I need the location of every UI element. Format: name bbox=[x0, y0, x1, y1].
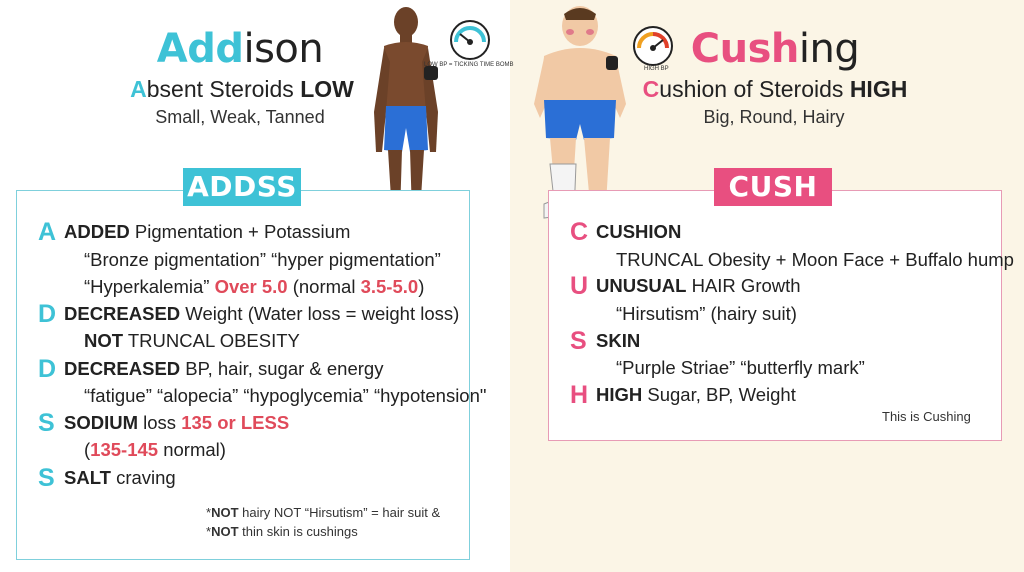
addss-letter-d2: D bbox=[38, 355, 57, 383]
addss-row-added: ADDED Pigmentation + Potassium bbox=[64, 220, 350, 244]
addss-letter-d1: D bbox=[38, 300, 57, 328]
cushing-subtitle-letter: C bbox=[642, 76, 660, 102]
addss-letter-a: A bbox=[38, 218, 57, 246]
addss-row-hyperkalemia: “Hyperkalemia” Over 5.0 (normal 3.5-5.0) bbox=[84, 275, 424, 299]
addison-subtitle-bold: LOW bbox=[300, 76, 354, 102]
note-bold: NOT bbox=[211, 505, 239, 520]
note-text: * bbox=[206, 524, 212, 539]
row-red-value: Over 5.0 bbox=[214, 276, 288, 297]
row-text: Sugar, BP, Weight bbox=[642, 384, 796, 405]
row-text: ) bbox=[418, 276, 425, 297]
cush-box bbox=[548, 190, 1002, 441]
row-text: loss bbox=[138, 412, 182, 433]
addss-label: ADDSS bbox=[183, 168, 301, 206]
cush-row-hirsutism: “Hirsutism” (hairy suit) bbox=[616, 303, 797, 324]
cush-row-high: HIGH Sugar, BP, Weight bbox=[596, 383, 796, 407]
row-bold: DECREASED bbox=[64, 303, 181, 324]
row-bold: HIGH bbox=[596, 384, 643, 405]
row-text: BP, hair, sugar & energy bbox=[180, 358, 384, 379]
cushing-subtitle-bold: HIGH bbox=[849, 76, 908, 102]
cushing-title-highlight: Cush bbox=[690, 26, 800, 72]
note-text: * bbox=[206, 505, 212, 520]
cush-letter-u: U bbox=[570, 272, 589, 300]
row-text: normal) bbox=[158, 439, 226, 460]
row-bold: ADDED bbox=[64, 221, 130, 242]
row-bold: CUSHION bbox=[596, 221, 682, 242]
addss-note-2: *NOT thin skin is cushings bbox=[206, 524, 358, 539]
row-red-value: 3.5-5.0 bbox=[360, 276, 419, 297]
row-text: Pigmentation + Potassium bbox=[129, 221, 351, 242]
row-text: TRUNCAL OBESITY bbox=[123, 330, 300, 351]
row-bold: DECREASED bbox=[64, 358, 181, 379]
addss-row-decreased-bp: DECREASED BP, hair, sugar & energy bbox=[64, 357, 383, 381]
cush-label: CUSH bbox=[714, 168, 832, 206]
cushing-subtitle-text: ushion of Steroids bbox=[659, 76, 850, 102]
addison-subtitle: Absent Steroids LOW bbox=[122, 76, 362, 103]
addss-row-sodium-normal: (135-145 normal) bbox=[84, 438, 226, 462]
cush-letter-h: H bbox=[570, 381, 589, 409]
cush-row-truncal: TRUNCAL Obesity + Moon Face + Buffalo hu… bbox=[616, 249, 1014, 270]
cush-footnote: This is Cushing bbox=[882, 409, 971, 424]
note-text: hairy NOT “Hirsutism” = hair suit & bbox=[238, 505, 441, 520]
addss-row-sodium: SODIUM loss 135 or LESS bbox=[64, 411, 289, 435]
row-red-value: 135-145 bbox=[90, 439, 159, 460]
cushing-title: Cushing bbox=[690, 26, 860, 72]
addison-tagline: Small, Weak, Tanned bbox=[155, 107, 325, 127]
addss-row-salt: SALT craving bbox=[64, 466, 176, 490]
row-bold: SODIUM bbox=[64, 412, 138, 433]
addison-title-rest: ison bbox=[243, 26, 324, 72]
cush-row-cushion: CUSHION bbox=[596, 220, 681, 244]
cush-row-striae: “Purple Striae” “butterfly mark” bbox=[616, 357, 865, 378]
row-text: “Hyperkalemia” bbox=[84, 276, 215, 297]
row-text: HAIR Growth bbox=[686, 275, 801, 296]
addison-gauge-caption: LOW BP = TICKING TIME BOMB bbox=[424, 62, 514, 68]
addison-subtitle-text: bsent Steroids bbox=[146, 76, 301, 102]
addss-note-1: *NOT hairy NOT “Hirsutism” = hair suit & bbox=[206, 505, 440, 520]
addss-letter-s1: S bbox=[38, 409, 55, 437]
cush-letter-s: S bbox=[570, 327, 587, 355]
row-red-value: 135 or LESS bbox=[181, 412, 290, 433]
addss-row-decreased-weight: DECREASED Weight (Water loss = weight lo… bbox=[64, 302, 459, 326]
cushing-title-rest: ing bbox=[798, 26, 860, 72]
cush-row-skin: SKIN bbox=[596, 329, 640, 353]
addison-subtitle-letter: A bbox=[130, 76, 147, 102]
cushing-bp-gauge-icon bbox=[633, 26, 673, 66]
row-text: craving bbox=[110, 467, 176, 488]
addison-bp-gauge-icon bbox=[450, 20, 490, 60]
cushing-tagline: Big, Round, Hairy bbox=[703, 107, 845, 127]
row-text: Weight (Water loss = weight loss) bbox=[180, 303, 460, 324]
row-bold: SKIN bbox=[596, 330, 641, 351]
note-text: thin skin is cushings bbox=[238, 524, 358, 539]
row-bold: NOT bbox=[84, 330, 124, 351]
note-bold: NOT bbox=[211, 524, 239, 539]
addison-title: Addison bbox=[150, 26, 330, 72]
addss-row-bronze: “Bronze pigmentation” “hyper pigmentatio… bbox=[84, 249, 441, 270]
cush-row-unusual: UNUSUAL HAIR Growth bbox=[596, 274, 801, 298]
addison-title-highlight: Add bbox=[156, 26, 244, 72]
row-text: ( bbox=[84, 439, 91, 460]
cushing-gauge-caption: HIGH BP bbox=[644, 66, 669, 72]
row-bold: UNUSUAL bbox=[596, 275, 687, 296]
addss-letter-s2: S bbox=[38, 464, 55, 492]
addss-box bbox=[16, 190, 470, 560]
row-text: (normal bbox=[287, 276, 361, 297]
row-bold: SALT bbox=[64, 467, 111, 488]
addison-man-illustration bbox=[374, 7, 438, 225]
addss-row-not-truncal: NOT TRUNCAL OBESITY bbox=[84, 329, 300, 353]
addss-row-fatigue: “fatigue” “alopecia” “hypoglycemia” “hyp… bbox=[84, 385, 487, 406]
cush-letter-c: C bbox=[570, 218, 589, 246]
cushing-subtitle: Cushion of Steroids HIGH bbox=[640, 76, 910, 103]
